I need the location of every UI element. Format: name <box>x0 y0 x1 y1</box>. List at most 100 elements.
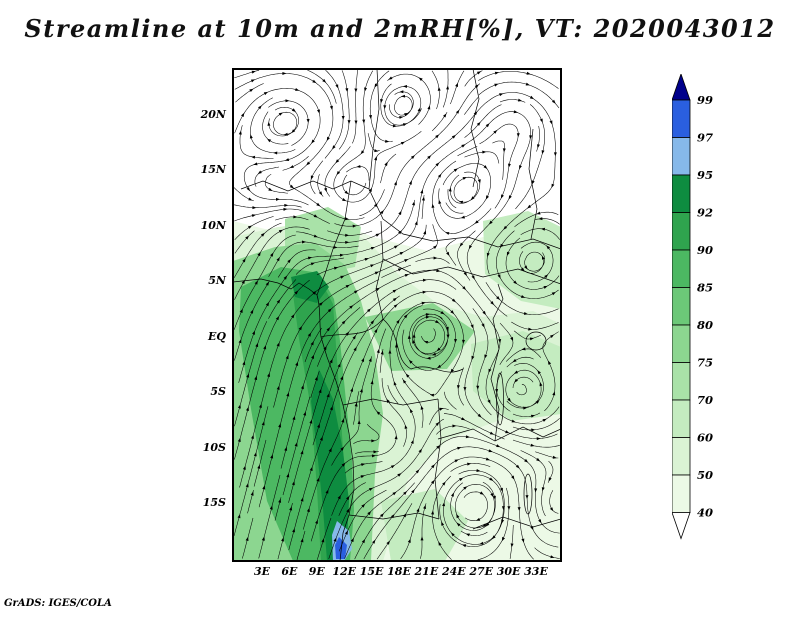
streamline-arrow <box>506 251 510 256</box>
streamline-arrow <box>402 85 407 88</box>
streamline <box>234 279 310 460</box>
streamline-arrow <box>488 220 493 225</box>
streamline-arrow <box>487 399 491 404</box>
streamline-arrow <box>454 338 458 343</box>
colorbar-svg: 99 97 95 92 90 85 80 75 70 60 50 40 <box>671 72 713 540</box>
streamline-arrow <box>345 233 350 237</box>
streamline-arrow <box>420 536 424 541</box>
streamline-arrow <box>295 361 299 366</box>
streamline <box>516 384 527 396</box>
streamline <box>534 547 560 559</box>
streamline <box>253 439 267 487</box>
streamline-arrow <box>281 537 284 542</box>
streamline-arrow <box>353 346 357 352</box>
streamline-arrow <box>463 271 467 277</box>
streamline-arrow <box>484 354 488 359</box>
streamline-arrow <box>450 368 454 373</box>
streamline-arrow <box>390 514 395 519</box>
streamline <box>352 69 358 144</box>
y-tick-15S: 15S <box>202 496 226 509</box>
streamline-arrow <box>311 139 315 144</box>
streamline-arrow <box>329 358 333 364</box>
streamline <box>275 216 309 221</box>
streamline <box>234 204 302 208</box>
streamline-arrow <box>275 316 280 321</box>
streamline-arrow <box>360 150 365 155</box>
streamline <box>409 313 449 359</box>
streamline-arrow <box>335 159 340 164</box>
streamline <box>445 238 457 266</box>
streamline-arrow <box>267 121 271 126</box>
streamline-arrow <box>486 252 490 257</box>
streamline-arrow <box>298 326 302 331</box>
streamline-arrow <box>412 333 416 338</box>
streamline-arrow <box>527 204 532 209</box>
streamline-arrow <box>479 491 484 495</box>
streamline <box>317 307 361 367</box>
streamline-arrow <box>394 181 397 186</box>
streamline-arrow <box>253 452 257 457</box>
streamline-arrow <box>267 372 270 377</box>
streamline-arrow <box>284 203 289 207</box>
streamline-arrow <box>375 233 380 237</box>
streamline-arrow <box>300 538 304 543</box>
streamline-arrow <box>456 513 460 519</box>
streamline-arrow <box>345 240 350 244</box>
streamline-arrow <box>238 339 242 344</box>
streamline-arrow <box>529 95 534 100</box>
streamline <box>506 356 534 368</box>
streamline-arrow <box>507 397 511 402</box>
streamline-arrow <box>454 459 459 463</box>
streamline <box>268 279 297 319</box>
streamline <box>415 257 450 264</box>
streamline-arrow <box>386 540 390 545</box>
streamline-arrow <box>508 163 511 168</box>
streamline-arrow <box>270 454 274 459</box>
map-border <box>368 188 561 250</box>
streamline-arrow <box>542 418 547 422</box>
streamline-arrow <box>364 258 369 261</box>
streamline-arrow <box>276 257 280 262</box>
streamline-arrow <box>251 214 256 218</box>
streamline-arrow <box>248 197 253 201</box>
streamline-arrow <box>523 312 529 315</box>
colorbar-tick-80: 80 <box>697 318 713 332</box>
streamline-arrow <box>465 533 470 537</box>
streamline-arrow <box>354 402 358 407</box>
streamline-arrow <box>257 170 262 174</box>
streamline <box>324 146 351 197</box>
streamline-arrow <box>436 445 441 449</box>
streamline-arrow <box>435 162 440 167</box>
streamline-arrow <box>476 385 480 390</box>
streamline-arrow <box>259 403 262 408</box>
streamline-arrow <box>429 393 435 397</box>
map-frame <box>233 69 561 561</box>
streamline <box>549 490 559 514</box>
streamline-arrow <box>310 341 314 346</box>
streamline-arrow <box>309 466 313 471</box>
streamline <box>511 321 559 330</box>
streamline-arrow <box>326 393 330 398</box>
streamline <box>369 70 393 142</box>
streamline-arrow <box>289 184 294 189</box>
streamline-arrow <box>442 502 446 507</box>
streamline-arrow <box>446 251 450 256</box>
streamline-arrow <box>455 109 460 114</box>
streamline-arrow <box>540 227 546 231</box>
streamline-arrow <box>253 162 258 166</box>
streamline-arrow <box>399 116 404 119</box>
streamline-arrow <box>498 339 502 344</box>
streamline-arrow <box>375 287 380 291</box>
streamline-arrow <box>404 274 409 277</box>
streamline-arrow <box>483 165 488 169</box>
streamline-arrow <box>452 424 457 428</box>
streamline <box>421 328 436 343</box>
streamline-arrow <box>446 85 449 90</box>
streamline-arrow <box>461 417 466 421</box>
x-tick-24E: 24E <box>441 565 466 578</box>
streamline-arrow <box>361 503 366 508</box>
streamline-arrow <box>257 464 261 469</box>
colorbar-segment <box>671 362 691 401</box>
streamline <box>464 97 479 115</box>
streamline-arrow <box>361 357 365 362</box>
